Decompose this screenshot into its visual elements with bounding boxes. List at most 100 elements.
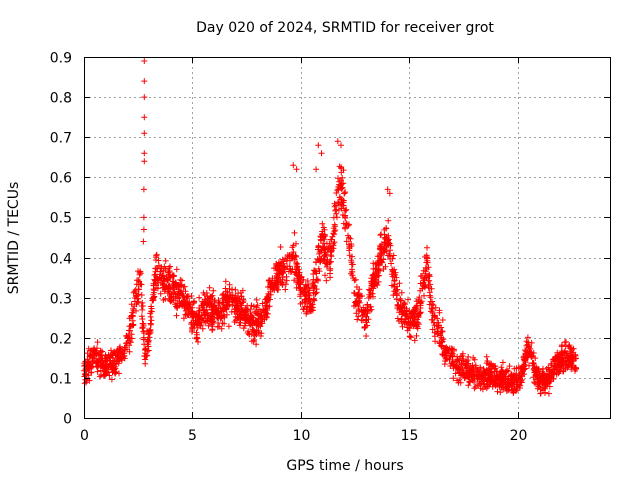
data-point xyxy=(324,257,331,263)
data-point xyxy=(222,278,229,285)
data-point xyxy=(150,289,157,296)
data-point xyxy=(429,316,436,323)
data-point xyxy=(464,357,471,364)
data-point xyxy=(302,296,309,303)
data-point xyxy=(546,383,553,390)
data-point xyxy=(540,375,547,382)
data-point xyxy=(265,292,272,299)
data-point xyxy=(193,314,199,321)
data-point xyxy=(484,358,491,364)
data-point xyxy=(472,364,479,371)
data-point xyxy=(92,347,99,354)
data-point xyxy=(108,376,115,383)
data-point xyxy=(461,375,468,382)
data-point xyxy=(237,301,244,307)
data-point xyxy=(353,284,360,290)
data-point xyxy=(391,278,398,284)
data-point xyxy=(436,339,443,346)
data-point xyxy=(531,367,538,374)
data-point xyxy=(188,308,195,315)
data-point xyxy=(253,320,260,327)
data-point xyxy=(555,360,562,367)
data-point xyxy=(348,241,355,247)
data-point xyxy=(567,348,574,355)
data-point xyxy=(383,234,390,241)
data-point xyxy=(322,251,329,258)
data-point xyxy=(236,319,243,326)
data-point xyxy=(135,277,142,284)
data-point xyxy=(297,277,304,284)
data-point xyxy=(288,253,295,260)
data-point xyxy=(426,289,433,296)
data-point xyxy=(298,274,305,280)
data-point xyxy=(498,367,505,374)
data-point xyxy=(199,304,206,311)
data-point xyxy=(440,336,447,343)
data-point xyxy=(421,276,428,283)
data-point xyxy=(403,308,410,314)
data-point xyxy=(318,150,325,157)
y-tick-label: 0.7 xyxy=(50,131,72,147)
data-point xyxy=(419,272,425,279)
data-point xyxy=(168,291,175,298)
data-point xyxy=(548,360,554,367)
data-point xyxy=(500,384,507,391)
data-point xyxy=(319,220,326,227)
data-point xyxy=(313,286,320,293)
data-point xyxy=(367,293,374,300)
data-point xyxy=(266,303,273,310)
data-point xyxy=(126,348,133,355)
data-point xyxy=(494,388,501,395)
data-point xyxy=(165,277,172,284)
data-point xyxy=(554,349,561,356)
data-point xyxy=(422,264,429,271)
data-point xyxy=(255,316,262,323)
data-point xyxy=(148,317,155,324)
data-point xyxy=(536,383,543,389)
data-point xyxy=(431,313,438,320)
data-point xyxy=(426,271,433,278)
data-point xyxy=(351,277,358,284)
data-point xyxy=(82,370,89,377)
data-point xyxy=(141,150,148,157)
data-point xyxy=(237,289,244,296)
data-point xyxy=(140,238,147,245)
data-point xyxy=(526,362,532,369)
data-point xyxy=(244,308,251,315)
data-point xyxy=(387,256,394,262)
data-point xyxy=(522,357,529,364)
data-point xyxy=(268,281,275,288)
data-point xyxy=(248,338,255,345)
data-point xyxy=(138,281,145,288)
data-point xyxy=(364,302,371,309)
data-point xyxy=(380,266,387,272)
data-point xyxy=(338,142,344,149)
data-point xyxy=(102,369,109,376)
data-point xyxy=(376,246,383,253)
data-point xyxy=(194,331,200,338)
data-point xyxy=(342,207,349,214)
y-tick-label: 0.1 xyxy=(50,372,72,388)
data-point xyxy=(229,286,236,293)
data-point xyxy=(88,369,95,376)
data-point xyxy=(131,288,138,295)
data-point xyxy=(290,249,297,255)
data-point xyxy=(141,130,148,137)
data-point xyxy=(553,361,560,368)
data-point xyxy=(99,348,106,355)
data-point xyxy=(311,295,317,302)
y-tick-label: 0 xyxy=(63,412,72,428)
data-point xyxy=(483,377,490,384)
data-point xyxy=(328,253,335,260)
data-point xyxy=(158,264,165,270)
data-point xyxy=(157,271,163,278)
data-point xyxy=(254,310,261,317)
data-point xyxy=(316,250,323,257)
data-point xyxy=(94,368,101,375)
data-point xyxy=(520,354,527,361)
data-point xyxy=(279,270,286,277)
data-point xyxy=(294,260,301,267)
data-point xyxy=(417,280,424,287)
data-point xyxy=(367,287,374,294)
x-tick-label: 10 xyxy=(293,428,311,444)
